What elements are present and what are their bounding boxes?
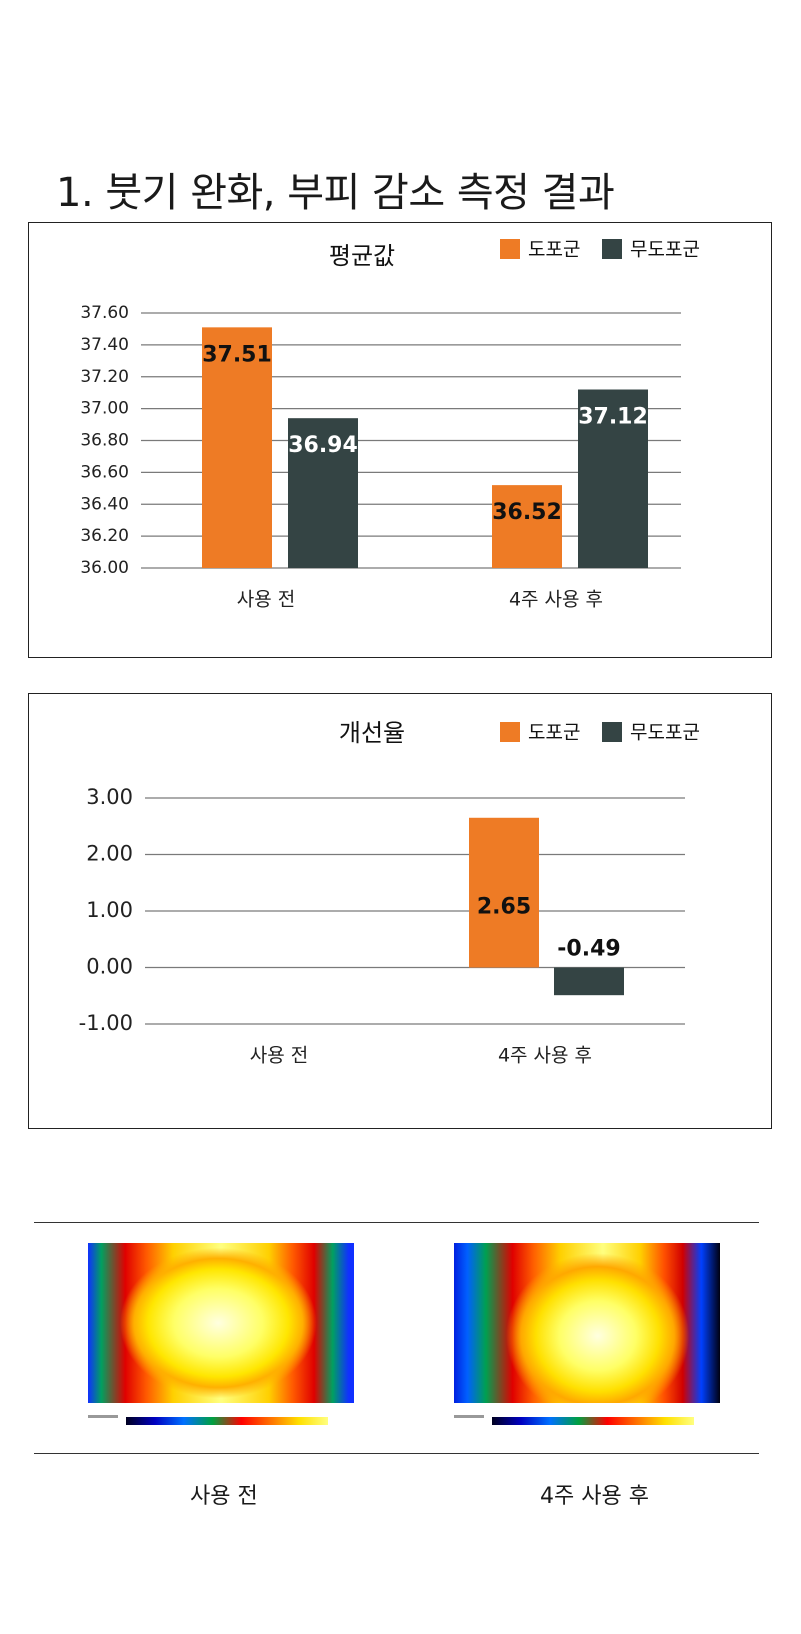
legend-swatch-1 (602, 722, 622, 742)
mean-value-chart: 평균값 도포군 무도포군 36.00 36.20 36.40 36.60 36.80 37.00… (28, 222, 772, 658)
y-tick-label: 36.40 (80, 494, 129, 514)
legend-swatch-0 (500, 722, 520, 742)
thermal-image-after (454, 1243, 720, 1403)
x-category-label: 4주 사용 후 (509, 589, 603, 611)
thermal-caption-before: 사용 전 (190, 1484, 258, 1509)
bar-0-0 (202, 327, 272, 568)
data-label: 37.12 (578, 405, 648, 430)
y-tick-label: 37.20 (80, 367, 129, 387)
y-tick-label: 2.00 (86, 842, 133, 866)
y-tick-label: 3.00 (86, 785, 133, 809)
thermal-color-scale-before (126, 1417, 328, 1425)
improvement-rate-chart: 개선율 도포군 무도포군 -1.00 0.00 1.00 2.00 3.00 사용 전 4주 사용… (28, 693, 772, 1129)
y-tick-label: 0.00 (86, 955, 133, 979)
chart-title: 개선율 (339, 719, 405, 747)
data-label: 36.52 (492, 500, 562, 525)
thermal-image-before (88, 1243, 354, 1403)
thermal-caption-after: 4주 사용 후 (540, 1484, 649, 1509)
y-tick-label: 37.60 (80, 303, 129, 323)
data-label: 2.65 (477, 895, 531, 920)
legend-swatch-1 (602, 239, 622, 259)
thermal-color-scale-after (492, 1417, 694, 1425)
bar-1-1 (578, 389, 648, 568)
x-category-label: 사용 전 (237, 589, 295, 611)
chart-title: 평균값 (329, 242, 395, 270)
y-tick-label: 36.80 (80, 431, 129, 451)
legend-label-0: 도포군 (528, 239, 580, 261)
y-tick-label: 1.00 (86, 898, 133, 922)
data-label: 36.94 (288, 433, 358, 458)
y-tick-label: 37.40 (80, 335, 129, 355)
page-title: 1. 붓기 완화, 부피 감소 측정 결과 (56, 170, 615, 216)
data-label: -0.49 (557, 937, 620, 962)
bar-0-1 (492, 485, 562, 568)
legend-swatch-0 (500, 239, 520, 259)
bar-0-1 (469, 817, 539, 968)
data-label: 37.51 (202, 342, 272, 367)
improvement-rate-chart-svg: 개선율 도포군 무도포군 -1.00 0.00 1.00 2.00 3.00 사용 전 4주 사용… (79, 719, 700, 1067)
mean-value-chart-svg: 평균값 도포군 무도포군 36.00 36.20 36.40 36.60 36.80 37.00… (80, 239, 700, 611)
x-category-label: 4주 사용 후 (498, 1045, 592, 1067)
thermal-after (454, 1243, 720, 1429)
x-category-label: 사용 전 (250, 1045, 308, 1067)
thermal-scale-label-after (454, 1415, 484, 1418)
thermal-before (88, 1243, 354, 1429)
y-tick-label: 36.20 (80, 526, 129, 546)
legend-label-1: 무도포군 (630, 239, 700, 261)
y-tick-label: 36.00 (80, 558, 129, 578)
y-tick-label: -1.00 (79, 1011, 133, 1035)
thermal-scale-label-before (88, 1415, 118, 1418)
legend-label-0: 도포군 (528, 722, 580, 744)
y-tick-label: 37.00 (80, 399, 129, 419)
thermal-image-section (34, 1222, 759, 1454)
y-tick-label: 36.60 (80, 462, 129, 482)
bar-1-0 (288, 418, 358, 568)
legend-label-1: 무도포군 (630, 722, 700, 744)
bar-1-1 (554, 967, 624, 996)
